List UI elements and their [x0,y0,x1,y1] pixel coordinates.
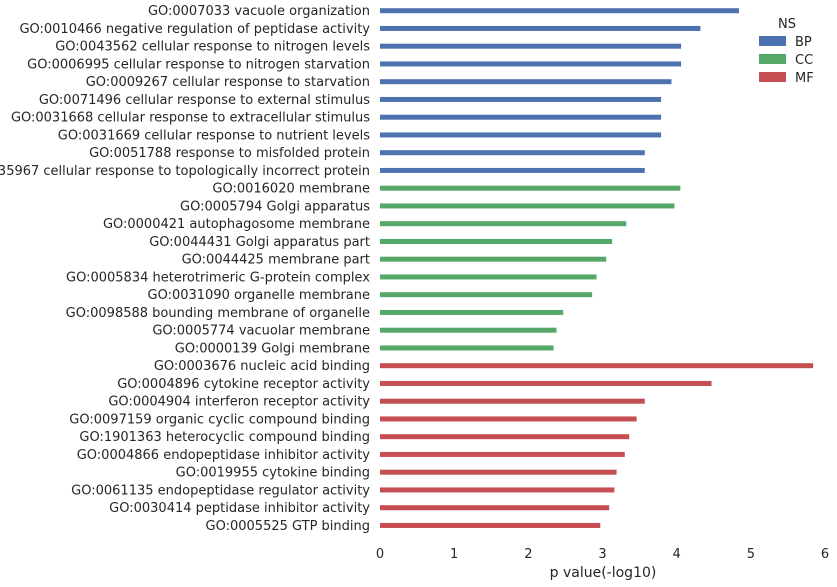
x-tick-label: 4 [673,547,681,562]
legend-swatch-bp [759,36,786,46]
category-label: GO:0005774 vacuolar membrane [152,324,370,339]
legend-label-cc: CC [795,53,813,68]
x-tick-label: 0 [376,547,384,562]
bar-cc [380,256,607,262]
legend-label-bp: BP [795,35,812,50]
bar-bp [380,114,662,120]
bar-cc [380,345,554,351]
legend-title: NS [778,17,796,32]
category-label: GO:0044431 Golgi apparatus part [149,235,370,250]
x-tick-label: 1 [450,547,458,562]
x-tick-label: 5 [747,547,755,562]
bar-bp [380,132,662,138]
bar-bp [380,79,672,85]
bar-bp [380,96,662,102]
category-label: GO:0004904 interferon receptor activity [108,395,370,410]
category-label: GO:0061135 endopeptidase regulator activ… [71,483,370,498]
bar-mf [380,451,625,457]
category-label: GO:0098588 bounding membrane of organell… [66,306,370,321]
bar-bp [380,61,682,67]
bar-mf [380,380,712,386]
bar-cc [380,327,557,333]
bar-cc [380,309,564,315]
bar-bp [380,43,682,49]
category-label: GO:0071496 cellular response to external… [39,93,370,108]
category-label: GO:0019955 cytokine binding [176,466,370,481]
bar-mf [380,469,617,475]
bar-bp [380,150,645,156]
category-label: GO:0016020 membrane [212,182,370,197]
legend-swatch-mf [759,72,786,82]
x-axis-label: p value(-log10) [550,565,657,581]
category-label: GO:0097159 organic cyclic compound bindi… [69,412,370,427]
category-labels: GO:0007033 vacuole organization GO:001046… [0,4,370,534]
category-label: GO:0044425 membrane part [182,253,370,268]
bar-bp [380,25,701,31]
bar-mf [380,505,610,511]
x-tick-label: 3 [598,547,606,562]
bars-group [380,8,814,528]
category-label: GO:0031668 cellular response to extracel… [11,111,370,126]
category-label: GO:0051788 response to misfolded protein [89,146,370,161]
category-label: GO:0005794 Golgi apparatus [180,199,370,214]
category-label: GO:0005834 heterotrimeric G-protein comp… [66,270,370,285]
category-label: GO:1901363 heterocyclic compound binding [79,430,370,445]
category-label: GO:0031090 organelle membrane [148,288,371,303]
bar-cc [380,292,593,298]
bar-bp [380,8,739,14]
bar-mf [380,487,615,493]
category-label: GO:0006995 cellular response to nitrogen… [27,57,370,72]
category-label: GO:0031669 cellular response to nutrient… [58,128,370,143]
bar-cc [380,185,681,191]
bar-mf [380,434,630,440]
bar-bp [380,167,645,173]
x-tick-label: 2 [524,547,532,562]
bar-cc [380,203,675,209]
bar-cc [380,238,613,244]
category-label: GO:0043562 cellular response to nitrogen… [55,40,370,55]
category-label: GO:0010466 negative regulation of peptid… [19,22,370,37]
x-tick-label: 6 [821,547,829,562]
category-label: GO:0000421 autophagosome membrane [103,217,370,232]
bar-mf [380,398,645,404]
category-label: GO:0003676 nucleic acid binding [154,359,370,374]
legend-label-mf: MF [795,71,814,86]
category-label: GO:0000139 Golgi membrane [175,341,370,356]
x-axis-ticks: 0 1 2 3 4 5 6 [376,547,829,562]
category-label: GO:0004896 cytokine receptor activity [117,377,370,392]
category-label: GO:0007033 vacuole organization [148,4,370,19]
bar-cc [380,221,627,227]
category-label: GO:0030414 peptidase inhibitor activity [109,501,370,516]
bar-mf [380,416,637,422]
bar-cc [380,274,597,280]
bar-mf [380,363,814,369]
legend: NS BP CC MF [759,17,814,86]
category-label: GO:0004866 endopeptidase inhibitor activ… [77,448,371,463]
category-label: GO:0005525 GTP binding [206,519,370,534]
category-label: GO:0035967 cellular response to topologi… [0,164,370,179]
bar-mf [380,522,601,528]
legend-swatch-cc [759,54,786,64]
category-label: GO:0009267 cellular response to starvati… [86,75,370,90]
